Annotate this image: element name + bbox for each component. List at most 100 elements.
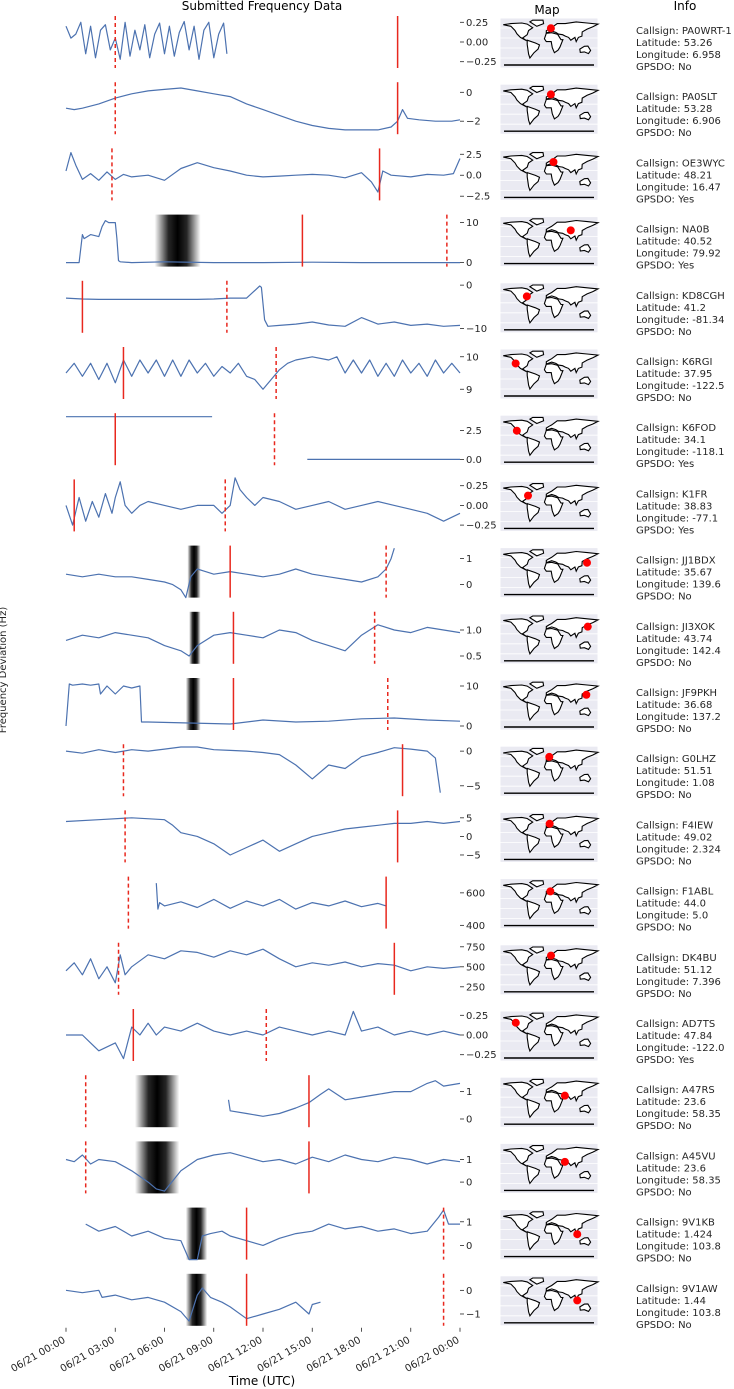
series-line [65,1287,321,1322]
series-line [66,1010,461,1060]
y-tick-label: 400 [466,921,485,932]
y-tick-label: 750 [466,942,485,953]
series-line [65,746,441,793]
y-axis-label: Frequency Deviation (Hz) [0,607,9,734]
y-tick-label: −2.5 [466,192,490,203]
longitude-text: Longitude: 6.958 [636,50,721,61]
latitude-text: Latitude: 38.83 [636,501,712,512]
callsign-text: Callsign: K6RGI [636,357,712,368]
gpsdo-text: GPSDO: Yes [636,1055,694,1066]
station-map [499,83,600,135]
callsign-text: Callsign: DK4BU [636,953,717,964]
y-tick-label: 500 [466,962,485,973]
y-tick-label: 0.00 [466,501,488,512]
station-location-dot [545,819,554,828]
longitude-text: Longitude: 16.47 [636,182,721,193]
longitude-text: Longitude: 2.324 [636,844,721,855]
y-tick-label: 0 [466,1286,472,1297]
gpsdo-text: GPSDO: No [636,923,692,934]
longitude-text: Longitude: 5.0 [636,911,708,922]
latitude-text: Latitude: 51.12 [636,965,712,976]
latitude-text: Latitude: 37.95 [636,369,712,380]
callsign-text: Callsign: K1FR [636,489,708,500]
y-tick-label: 0 [466,832,472,843]
y-tick-label: 0 [466,258,472,269]
callsign-text: Callsign: G0LHZ [636,754,716,765]
gpsdo-text: GPSDO: Yes [636,261,694,272]
series-line [65,948,461,984]
station-panel: 0.25 0.00 −0.25 Callsign: PA0WRT-1Latitude:… [65,16,732,73]
station-location-dot [522,292,531,301]
y-tick-label: 0 [466,88,472,99]
gpsdo-text: GPSDO: No [636,62,692,73]
y-tick-label: 0 [466,580,472,591]
latitude-text: Latitude: 47.84 [636,1031,712,1042]
station-location-dot [573,1230,582,1239]
station-location-dot [560,1091,569,1100]
station-location-dot [511,1018,520,1027]
station-map [499,348,600,400]
station-map [499,414,600,466]
station-map [499,679,600,731]
station-map [499,1275,600,1327]
callsign-text: Callsign: 9V1AW [636,1284,718,1295]
series-line [65,624,461,657]
latitude-text: Latitude: 41.2 [636,303,706,314]
callsign-text: Callsign: PA0WRT-1 [636,26,732,37]
callsign-text: Callsign: JI3XOK [636,622,715,633]
series-line [65,548,395,599]
longitude-text: Longitude: 137.2 [636,712,721,723]
gpsdo-text: GPSDO: Yes [636,525,694,536]
y-tick-label: −2 [466,117,481,128]
longitude-text: Longitude: 103.8 [636,1308,721,1319]
series-line [155,883,387,910]
y-tick-label: 600 [466,888,485,899]
station-map [499,1010,600,1062]
latitude-text: Latitude: 35.67 [636,568,712,579]
longitude-text: Longitude: 142.4 [636,646,721,657]
station-location-dot [582,690,591,699]
gpsdo-text: GPSDO: Yes [636,194,694,205]
station-location-dot [573,1296,582,1305]
y-tick-label: 1 [466,1155,472,1166]
latitude-text: Latitude: 1.44 [636,1296,706,1307]
station-location-dot [547,951,556,960]
gpsdo-text: GPSDO: No [636,1254,692,1265]
y-tick-label: 0.00 [466,38,488,49]
y-tick-label: 1 [466,1217,472,1228]
station-location-dot [583,622,592,631]
y-tick-label: −5 [466,781,481,792]
longitude-text: Longitude: -81.34 [636,315,725,326]
station-map [499,149,600,201]
latitude-text: Latitude: 51.51 [636,766,712,777]
longitude-text: Longitude: 103.8 [636,1242,721,1253]
station-location-dot [546,24,555,33]
gpsdo-text: GPSDO: No [636,592,692,603]
y-tick-label: 0.0 [466,455,482,466]
station-map [499,613,600,665]
eclipse-band [187,545,201,598]
station-location-dot [512,426,521,435]
station-location-dot [511,359,520,368]
station-map [499,547,600,599]
callsign-text: Callsign: JJ1BDX [636,556,716,567]
longitude-text: Longitude: 58.35 [636,1109,721,1120]
x-tick-label: 06/21 06:00 [108,1335,166,1375]
